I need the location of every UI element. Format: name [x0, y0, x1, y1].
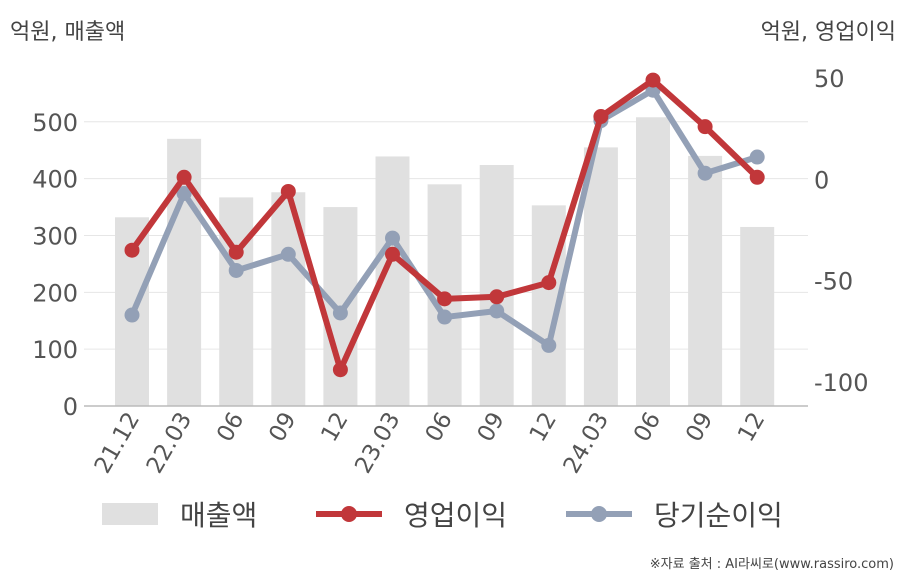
operating-income-point [593, 109, 609, 125]
legend-item-net-income: 당기순이익 [566, 494, 783, 534]
operating-income-point [749, 169, 765, 185]
operating-income-point [645, 72, 661, 88]
legend-label-operating-income: 영업이익 [404, 499, 508, 532]
operating-income-point [124, 242, 140, 258]
source-credit: ※자료 출처 : AI라씨로(www.rassiro.com) [649, 557, 894, 572]
right-tick-label: 50 [814, 65, 845, 93]
net-income-point [385, 230, 400, 246]
x-tick-label: 09 [473, 408, 510, 446]
x-tick-label: 12 [316, 408, 353, 446]
net-income-point [228, 262, 244, 278]
right-axis-unit-label: 억원, 영업이익 [760, 20, 896, 45]
sales-bar [583, 147, 618, 407]
operating-income-point [489, 289, 505, 305]
operating-income-point [332, 362, 348, 378]
sales-bar [479, 164, 514, 406]
sales-bar [636, 117, 670, 407]
left-axis-unit-label: 억원, 매출액 [10, 20, 126, 45]
x-tick-label: 12 [525, 408, 562, 446]
x-tick-label: 06 [421, 408, 458, 446]
operating-income-point [385, 246, 400, 262]
net-income-point [489, 303, 505, 319]
legend-line-swatch-net-income [566, 503, 632, 525]
legend-item-sales: 매출액 [102, 494, 257, 534]
net-income-point [697, 165, 713, 181]
x-tick-label: 09 [264, 408, 301, 446]
sales-bar [688, 155, 723, 406]
right-axis-ticks: 50 0 -50 -100 [814, 65, 868, 397]
operating-income-point [437, 291, 453, 307]
operating-income-point [228, 244, 244, 260]
right-tick-label: -100 [814, 369, 868, 397]
x-tick-label: 12 [733, 408, 770, 446]
x-tick-label: 06 [212, 408, 249, 446]
sales-bar [219, 197, 254, 406]
x-tick-label: 21.12 [90, 408, 145, 478]
left-axis-ticks: 0 100 200 300 400 500 [32, 109, 78, 421]
legend-item-operating-income: 영업이익 [316, 494, 507, 534]
left-tick-label: 500 [32, 109, 78, 137]
x-tick-label: 09 [681, 408, 718, 446]
x-tick-label: 06 [629, 408, 666, 446]
x-tick-label: 23.03 [350, 408, 405, 478]
left-tick-label: 400 [32, 166, 78, 194]
sales-bar [740, 226, 775, 406]
operating-income-point [697, 119, 713, 135]
net-income-point [437, 309, 453, 325]
x-tick-label: 24.03 [559, 408, 614, 478]
net-income-point [124, 307, 140, 323]
profit-lines [124, 72, 765, 378]
operating-income-point [280, 183, 296, 199]
right-tick-label: 0 [814, 166, 829, 194]
net-income-point [541, 337, 557, 353]
legend-line-swatch-operating-income [316, 503, 382, 525]
sales-bars [115, 117, 775, 407]
legend-label-sales: 매출액 [180, 499, 258, 532]
legend-label-net-income: 당기순이익 [654, 499, 783, 532]
left-tick-label: 200 [32, 279, 78, 307]
net-income-point [176, 186, 192, 202]
net-income-point [749, 149, 765, 165]
net-income-point [280, 246, 296, 262]
left-tick-label: 300 [32, 222, 78, 250]
x-tick-label: 22.03 [142, 408, 197, 478]
right-tick-label: -50 [814, 268, 853, 296]
left-tick-label: 0 [63, 393, 78, 421]
operating-income-point [176, 169, 192, 185]
operating-income-point [541, 275, 557, 291]
net-income-point [332, 305, 348, 321]
legend-bar-swatch [102, 503, 158, 525]
left-tick-label: 100 [32, 336, 78, 364]
